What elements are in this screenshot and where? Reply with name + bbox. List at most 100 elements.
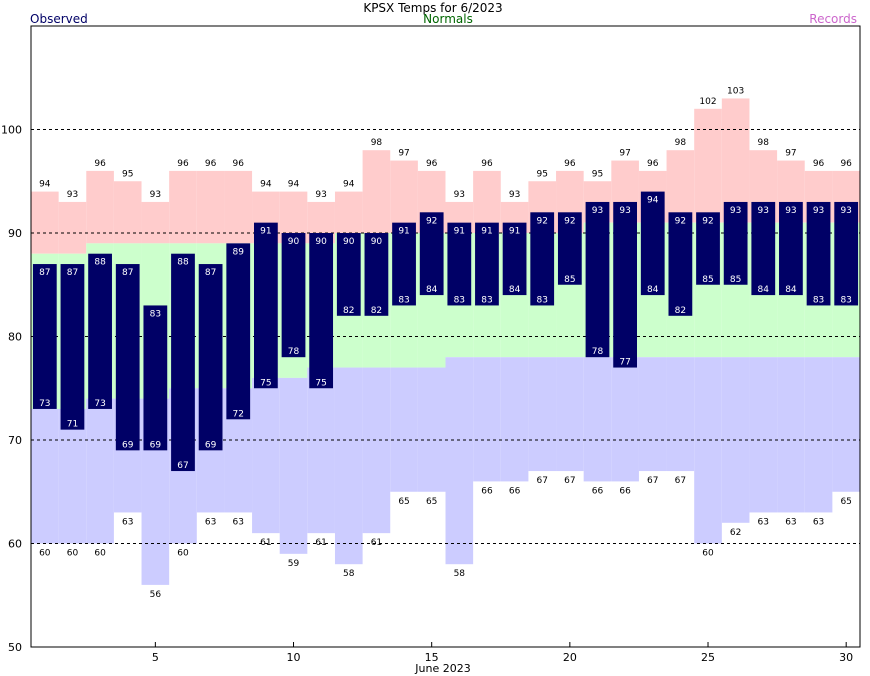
observed-high-label: 87 <box>39 268 50 278</box>
record-high-label: 98 <box>758 138 770 148</box>
observed-high-label: 93 <box>758 206 769 216</box>
observed-high-label: 92 <box>675 216 686 226</box>
record-high-label: 96 <box>233 159 245 169</box>
observed-high-label: 83 <box>150 309 161 319</box>
record-low-label: 67 <box>675 476 686 486</box>
legend-records: Records <box>809 12 857 26</box>
record-low-label: 67 <box>536 476 547 486</box>
observed-bar <box>668 212 693 316</box>
observed-high-label: 93 <box>813 206 824 216</box>
observed-low-label: 82 <box>343 306 354 316</box>
record-high-band <box>334 191 363 233</box>
record-low-band <box>473 357 501 482</box>
record-high-band <box>141 201 170 244</box>
observed-low-label: 75 <box>260 378 271 388</box>
observed-bar <box>364 233 389 316</box>
observed-high-label: 93 <box>592 206 603 216</box>
record-high-label: 95 <box>122 169 133 179</box>
observed-low-label: 84 <box>426 285 438 295</box>
record-low-band <box>390 367 418 492</box>
observed-low-label: 85 <box>564 275 575 285</box>
record-low-band <box>445 357 474 565</box>
observed-bar <box>419 212 444 296</box>
record-low-band <box>417 367 446 492</box>
observed-high-label: 90 <box>288 237 300 247</box>
record-low-band <box>334 367 363 565</box>
observed-high-label: 94 <box>647 196 659 206</box>
record-high-label: 102 <box>699 97 716 107</box>
record-high-band <box>31 191 59 254</box>
observed-high-label: 90 <box>371 237 383 247</box>
record-high-label: 94 <box>39 180 51 190</box>
observed-low-label: 83 <box>398 295 409 305</box>
record-low-label: 61 <box>315 538 326 548</box>
record-low-label: 63 <box>758 517 769 527</box>
record-low-band <box>583 357 612 482</box>
record-low-label: 65 <box>426 497 437 507</box>
observed-bar <box>115 264 140 451</box>
record-high-band <box>58 201 87 254</box>
record-high-label: 96 <box>840 159 852 169</box>
observed-bar <box>88 253 112 409</box>
record-low-band <box>307 367 335 534</box>
x-tick-label: 20 <box>563 651 577 664</box>
y-tick-label: 50 <box>8 641 22 654</box>
record-low-band <box>86 398 114 544</box>
record-high-band <box>694 108 722 223</box>
observed-low-label: 72 <box>233 409 244 419</box>
record-low-band <box>611 357 639 482</box>
record-high-label: 96 <box>564 159 576 169</box>
observed-bar <box>309 233 334 389</box>
observed-bar <box>806 201 831 306</box>
value-labels-layer: 94 60 87 73 93 60 87 71 96 60 88 73 95 63 87 69 93 56 83 69… <box>39 86 852 599</box>
observed-high-label: 91 <box>509 227 520 237</box>
record-low-band <box>528 357 557 472</box>
plot-frame <box>30 25 861 648</box>
x-tick-label: 25 <box>701 651 715 664</box>
record-low-band <box>31 408 59 544</box>
observed-low-label: 69 <box>122 440 134 450</box>
record-low-band <box>694 357 722 544</box>
record-high-label: 93 <box>454 190 465 200</box>
observed-bar <box>557 212 582 285</box>
record-low-label: 62 <box>730 528 741 538</box>
record-high-band <box>169 170 197 244</box>
observed-high-label: 93 <box>730 206 741 216</box>
observed-high-label: 92 <box>702 216 713 226</box>
record-high-label: 96 <box>647 159 659 169</box>
record-high-label: 97 <box>619 149 630 159</box>
observed-low-label: 84 <box>647 285 659 295</box>
observed-high-label: 93 <box>619 206 630 216</box>
record-high-label: 97 <box>398 149 409 159</box>
observed-high-label: 91 <box>454 227 465 237</box>
record-low-label: 58 <box>343 569 355 579</box>
observed-low-label: 85 <box>702 275 713 285</box>
record-low-band <box>832 357 860 492</box>
record-low-label: 65 <box>840 497 851 507</box>
record-high-label: 97 <box>785 149 796 159</box>
x-tick-label: 5 <box>152 651 159 664</box>
observed-low-label: 84 <box>758 285 770 295</box>
record-low-label: 56 <box>150 590 162 600</box>
observed-bar <box>696 212 720 285</box>
record-low-band <box>362 367 391 534</box>
chart-title: KPSX Temps for 6/2023 <box>363 1 502 15</box>
record-low-band <box>252 377 280 534</box>
observed-low-label: 78 <box>288 347 300 357</box>
observed-low-label: 83 <box>536 295 547 305</box>
observed-low-label: 84 <box>509 285 521 295</box>
x-tick-label: 10 <box>287 651 301 664</box>
record-low-label: 63 <box>122 517 133 527</box>
observed-bar <box>226 243 251 420</box>
observed-high-label: 87 <box>122 268 133 278</box>
observed-high-label: 92 <box>426 216 437 226</box>
observed-bar <box>336 233 361 316</box>
observed-bar <box>530 212 555 306</box>
record-high-band <box>196 170 225 244</box>
observed-high-label: 92 <box>536 216 547 226</box>
record-high-band <box>86 170 114 244</box>
record-high-label: 96 <box>205 159 217 169</box>
observed-bar <box>613 201 637 368</box>
record-high-label: 93 <box>315 190 326 200</box>
observed-high-label: 93 <box>840 206 851 216</box>
